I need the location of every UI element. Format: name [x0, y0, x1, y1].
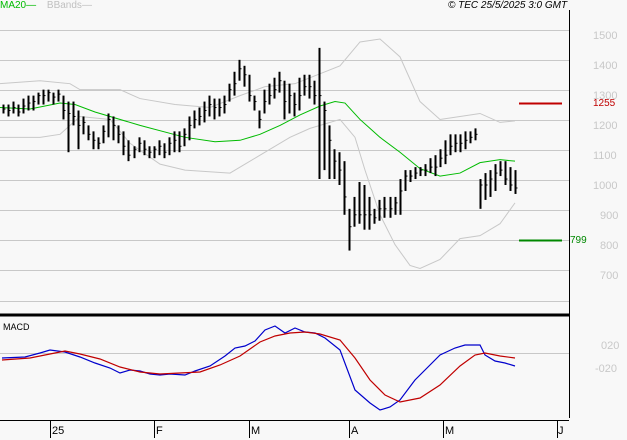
macd-line	[1, 325, 516, 411]
time-axis-ticks	[50, 420, 558, 438]
legend-bbands: BBands—	[46, 0, 92, 11]
ma20-line	[0, 101, 516, 177]
y-tick-1000: 1000	[593, 180, 618, 192]
bbands-lower-line	[0, 115, 516, 269]
y-tick-800: 800	[600, 240, 619, 252]
legend-ma20: MA20—	[0, 0, 37, 11]
chart-legend: MA20— BBands—	[0, 0, 92, 11]
x-label-mar: M	[251, 425, 261, 437]
x-label-jun: J	[558, 425, 564, 437]
y-tick-1100: 1100	[593, 150, 617, 162]
y-tick-1200: 1200	[593, 120, 618, 132]
y-tick-1500: 1500	[593, 30, 618, 42]
y-tick-1300: 1300	[593, 90, 618, 102]
macd-signal-line	[1, 331, 516, 403]
y-tick-900: 900	[600, 210, 619, 222]
x-label-may: M	[445, 425, 455, 437]
macd-tick-neg: -020	[595, 363, 618, 375]
macd-panel-title: MACD	[3, 322, 30, 332]
x-label-feb: F	[156, 425, 163, 437]
macd-tick-pos: 020	[601, 340, 620, 352]
bbands-upper-line	[0, 38, 516, 123]
copyright-timestamp: © TEC 25/5/2025 3:0 GMT	[448, 0, 568, 11]
ohlc-bars	[2, 47, 518, 251]
y-tick-1400: 1400	[593, 60, 618, 72]
x-label-25: 25	[52, 425, 65, 437]
price-gridlines	[0, 30, 569, 302]
support-level-label: 799	[570, 235, 587, 246]
resistance-level-label: 1255	[593, 98, 616, 109]
x-label-apr: A	[351, 425, 359, 437]
y-tick-700: 700	[600, 270, 619, 282]
